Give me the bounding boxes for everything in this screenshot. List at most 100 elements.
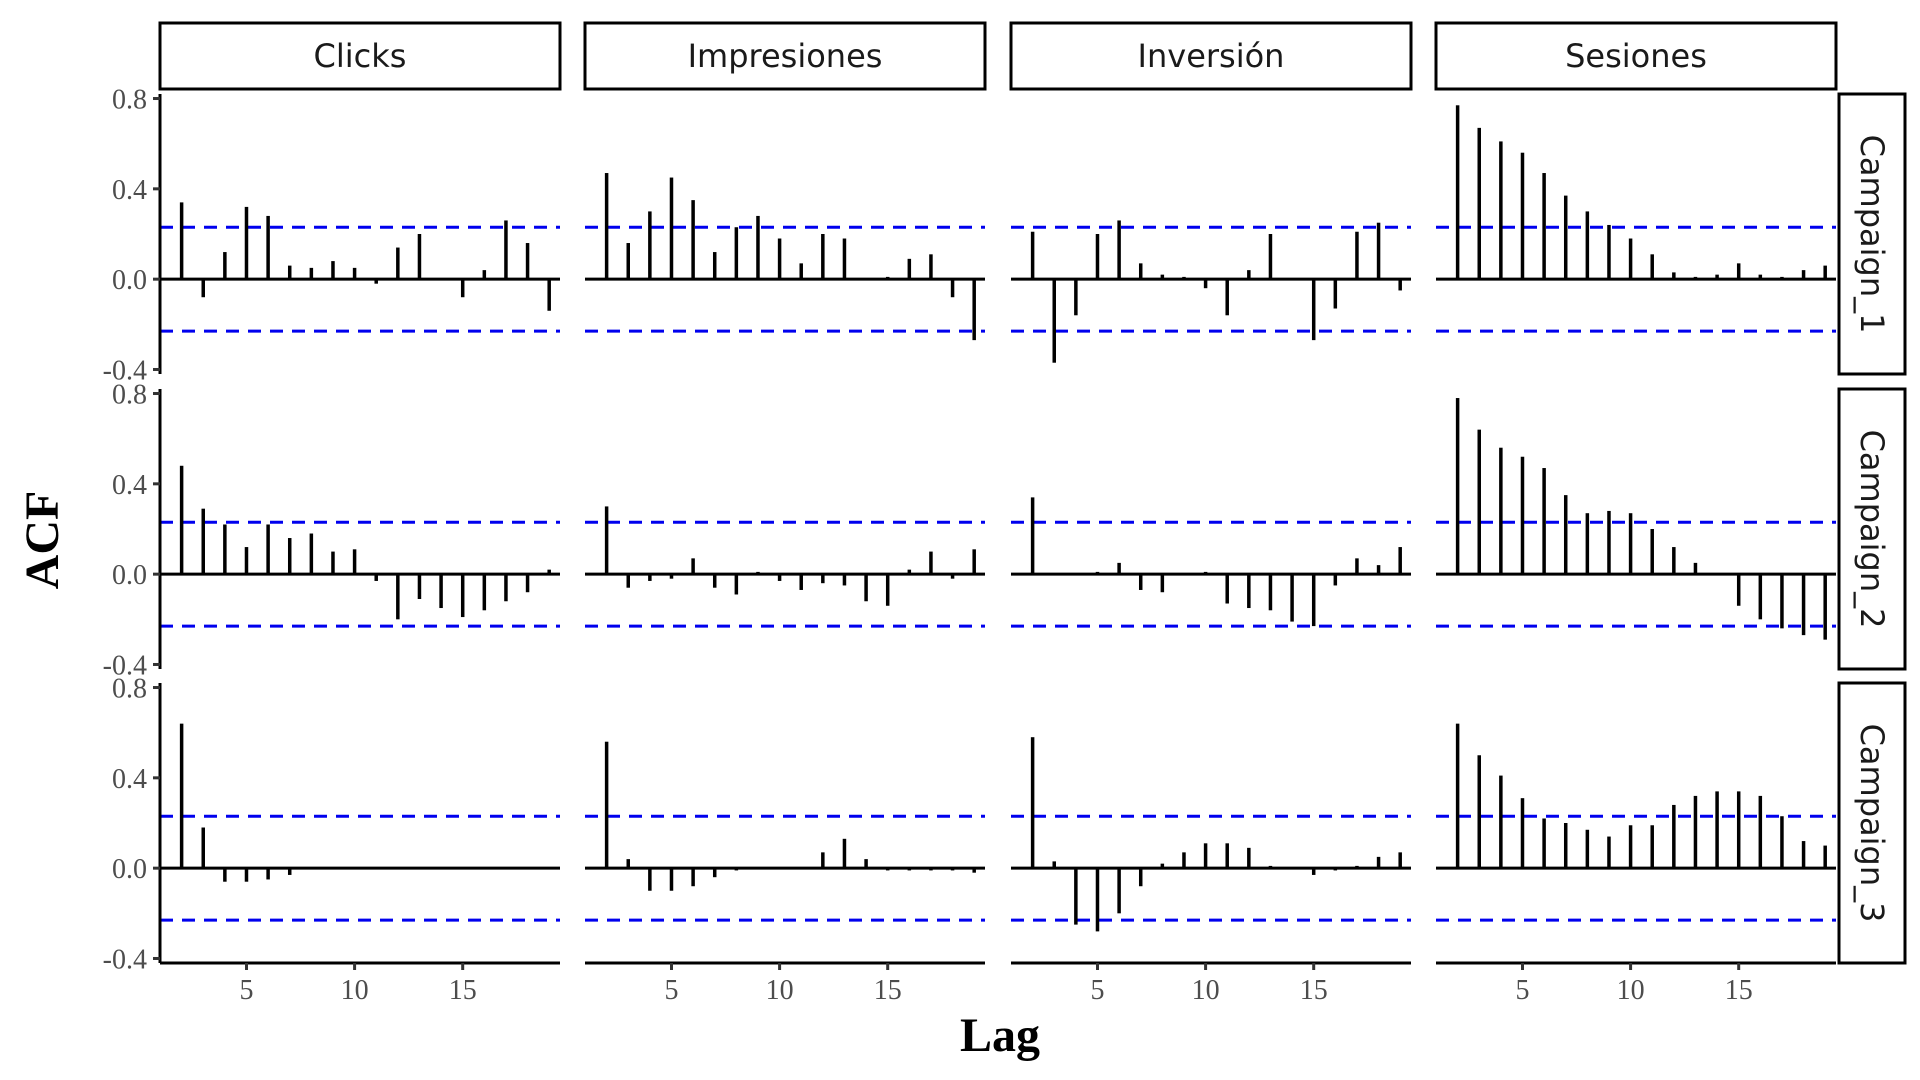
column-strip-label: Impresiones [688, 37, 883, 75]
acf-bar [626, 859, 630, 869]
acf-bar [331, 551, 335, 575]
acf-bar [885, 276, 890, 280]
acf-bar [1160, 274, 1165, 280]
acf-bar [1074, 574, 1078, 575]
acf-bar [417, 234, 422, 280]
column-strip-box [158, 21, 562, 91]
acf-bar [287, 265, 292, 280]
acf-bar [244, 868, 249, 882]
y-tick-label: -0.4 [103, 355, 147, 386]
acf-bar [1758, 274, 1763, 280]
acf-bar [1203, 571, 1208, 575]
acf-bar [1607, 224, 1611, 280]
x-axis-title: Lag [960, 1009, 1040, 1062]
x-tick-label: 10 [1617, 975, 1645, 1006]
column-strip-box [1434, 21, 1838, 91]
acf-bar [669, 868, 674, 891]
acf-bar [482, 270, 487, 280]
acf-bar [1160, 574, 1165, 593]
acf-bar [1563, 195, 1568, 280]
acf-bar [482, 574, 487, 611]
acf-bar [1203, 843, 1208, 869]
acf-bar [1074, 279, 1078, 316]
y-tick-label: 0.8 [112, 85, 147, 116]
acf-bar [604, 506, 609, 575]
acf-bar [1203, 279, 1208, 289]
acf-bar [396, 247, 400, 280]
acf-bar [1268, 234, 1273, 280]
acf-bar [799, 574, 803, 590]
y-tick-label: 0.4 [112, 470, 147, 501]
acf-bar [1650, 825, 1654, 869]
acf-bar [777, 574, 782, 581]
acf-bar [1585, 513, 1590, 575]
acf-bar [179, 202, 184, 280]
acf-bar [1650, 254, 1654, 280]
acf-bar [1030, 497, 1035, 575]
acf-bar [1182, 276, 1186, 280]
acf-bar [460, 279, 465, 298]
acf-bar [604, 741, 609, 869]
acf-bar [525, 868, 530, 869]
acf-bar [1138, 868, 1143, 887]
acf-bar [482, 868, 487, 869]
acf-bar [1095, 868, 1100, 932]
acf-bar [352, 868, 357, 869]
acf-bar [396, 868, 400, 869]
acf-bar [1499, 141, 1503, 280]
facet-panel [585, 173, 985, 341]
acf-bar [1117, 562, 1121, 575]
acf-bar [547, 569, 551, 575]
acf-bar [734, 574, 739, 595]
acf-bar [1736, 263, 1741, 280]
acf-bar [1138, 263, 1143, 280]
acf-bar [1311, 868, 1316, 875]
acf-bar [1758, 795, 1763, 869]
acf-bar [1801, 574, 1806, 636]
acf-bar [1030, 737, 1035, 869]
facet-panel [1436, 105, 1836, 333]
y-tick-label: 0.0 [112, 560, 147, 591]
acf-bar [1607, 836, 1611, 869]
acf-bar [331, 868, 335, 869]
acf-bar [972, 868, 976, 873]
column-strip: Inversión [1009, 21, 1413, 91]
row-strip-label: Campaign_3 [1853, 724, 1891, 923]
acf-bar [950, 868, 955, 871]
acf-bar [1542, 468, 1546, 575]
column-strip-box [583, 21, 987, 91]
acf-bar [1117, 220, 1121, 280]
acf-bar [1585, 829, 1590, 869]
column-strip: Clicks [158, 21, 562, 91]
acf-bar [179, 723, 184, 869]
acf-bar [1607, 510, 1611, 575]
x-tick-label: 15 [1725, 975, 1753, 1006]
row-strip: Campaign_1 [1837, 92, 1907, 376]
acf-bar [799, 868, 803, 869]
acf-bar [626, 243, 630, 280]
acf-bar [1376, 856, 1381, 869]
row-strip-label: Campaign_2 [1853, 430, 1891, 629]
acf-bar [648, 868, 652, 891]
acf-bar [885, 868, 890, 871]
x-tick-label: 15 [874, 975, 902, 1006]
acf-bar [1311, 574, 1316, 627]
acf-bar [1650, 529, 1654, 575]
acf-bar [1074, 868, 1078, 925]
acf-bar [1052, 279, 1056, 363]
acf-bar [201, 827, 205, 869]
acf-bar [1823, 845, 1827, 869]
row-strips: Campaign_1 Campaign_2 Campaign_3 [1837, 92, 1907, 965]
acf-bar [1780, 574, 1784, 629]
facet-panel [1011, 737, 1411, 932]
acf-bar [1333, 279, 1338, 309]
acf-bar [1736, 574, 1741, 606]
x-axis: 5 10 15 [1436, 961, 1836, 1006]
acf-bar [439, 279, 443, 280]
acf-bar [1585, 211, 1590, 280]
acf-bar [972, 279, 976, 341]
acf-bar [1398, 279, 1402, 291]
acf-bar [1095, 234, 1100, 280]
acf-bar [1628, 513, 1633, 575]
acf-bar [1052, 574, 1056, 575]
